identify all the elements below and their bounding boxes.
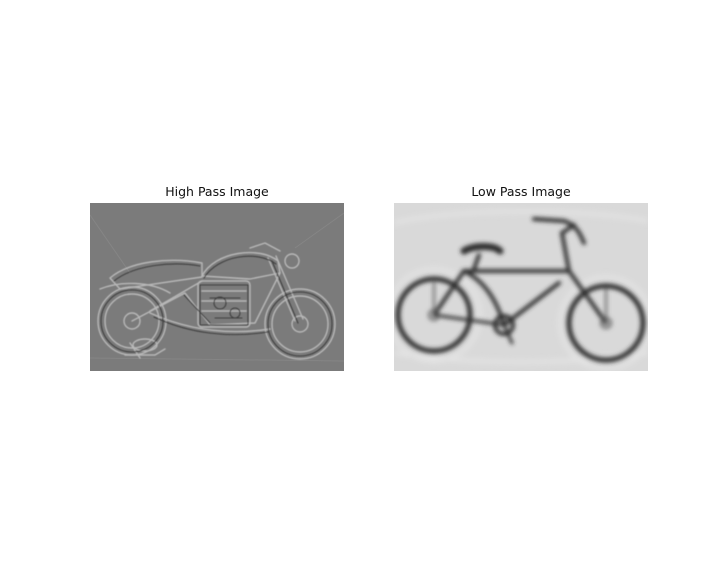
bicycle-blurred-drawing (394, 203, 648, 371)
motorcycle-edge-drawing (90, 203, 344, 371)
low-pass-title: Low Pass Image (394, 184, 648, 200)
low-pass-image (394, 203, 648, 371)
high-pass-title: High Pass Image (90, 184, 344, 200)
high-pass-image (90, 203, 344, 371)
